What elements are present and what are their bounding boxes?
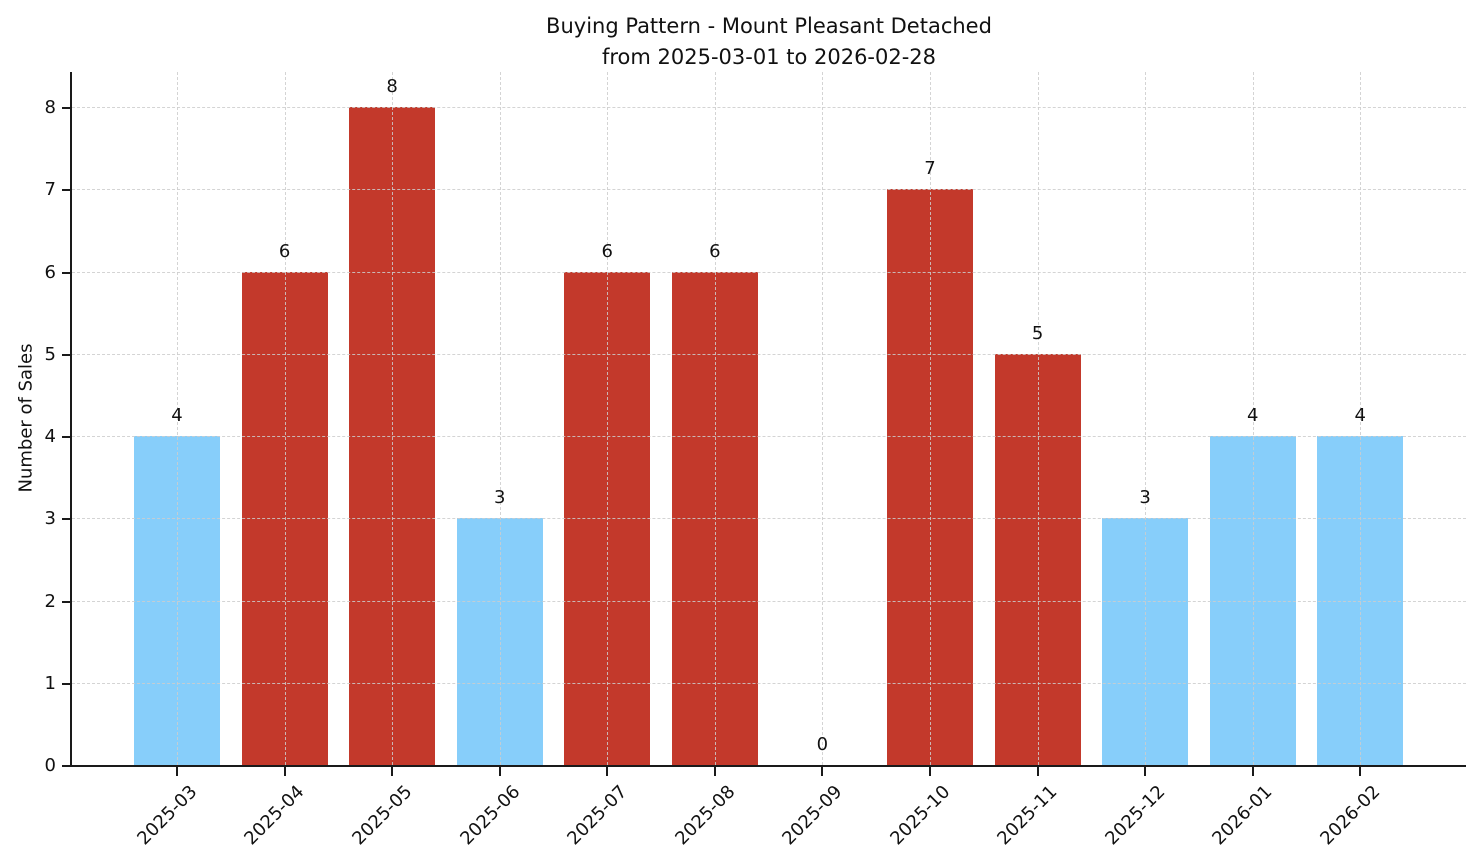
chart-title-line1: Buying Pattern - Mount Pleasant Detached — [546, 14, 992, 38]
y-tick — [62, 765, 71, 767]
bar-value-label: 5 — [1031, 322, 1044, 344]
y-tick-label: 7 — [44, 179, 56, 201]
y-tick-label: 5 — [44, 343, 56, 365]
x-tick-label: 2025-06 — [455, 781, 524, 850]
y-tick-label: 6 — [44, 261, 56, 283]
y-axis-spine — [70, 72, 72, 767]
chart-title-line2: from 2025-03-01 to 2026-02-28 — [601, 45, 937, 69]
x-tick — [1359, 767, 1362, 776]
y-tick — [62, 436, 71, 438]
gridline-horizontal — [72, 518, 1466, 520]
y-tick-label: 1 — [44, 672, 56, 694]
y-tick — [62, 189, 71, 192]
gridline-vertical — [1037, 72, 1039, 765]
y-tick-label: 8 — [44, 97, 56, 118]
y-tick — [62, 107, 71, 109]
x-tick — [498, 767, 501, 776]
y-tick — [62, 353, 71, 356]
x-tick-label: 2025-11 — [993, 781, 1062, 850]
bar-value-label: 3 — [1139, 487, 1151, 509]
x-tick-label: 2025-07 — [563, 781, 632, 850]
y-tick — [62, 271, 71, 274]
x-tick — [606, 767, 609, 776]
x-tick-label: 2026-01 — [1208, 781, 1277, 850]
y-axis-label: Number of Sales — [15, 343, 37, 493]
gridline-vertical — [392, 72, 394, 765]
x-tick — [1144, 767, 1147, 776]
bar-value-label: 4 — [1246, 405, 1259, 426]
x-tick — [283, 767, 286, 776]
gridline-vertical — [607, 72, 609, 765]
y-tick-label: 3 — [44, 508, 56, 530]
x-tick — [391, 767, 394, 776]
x-tick-label: 2025-04 — [240, 781, 309, 850]
x-tick — [821, 767, 824, 776]
gridline-vertical — [177, 72, 178, 765]
y-tick — [62, 600, 71, 603]
x-tick-label: 2026-02 — [1316, 781, 1385, 850]
bar-value-label: 6 — [601, 240, 613, 262]
gridline-horizontal — [72, 189, 1466, 191]
gridline-vertical — [929, 72, 931, 765]
x-tick-label: 2025-12 — [1101, 781, 1170, 850]
gridline-horizontal — [72, 682, 1466, 684]
y-tick-label: 2 — [44, 590, 56, 612]
x-tick-label: 2025-05 — [348, 781, 417, 850]
x-tick — [1251, 767, 1254, 776]
bar-value-label: 3 — [493, 487, 506, 509]
y-tick-label: 0 — [44, 755, 56, 776]
bar-value-label: 0 — [816, 734, 829, 755]
gridline-vertical — [1252, 72, 1254, 765]
gridline-horizontal — [72, 107, 1466, 108]
gridline-vertical — [1360, 72, 1362, 765]
y-tick-label: 4 — [44, 426, 56, 447]
chart-title: Buying Pattern - Mount Pleasant Detached… — [546, 11, 992, 73]
gridline-horizontal — [72, 353, 1466, 355]
y-tick — [62, 518, 71, 521]
x-tick-label: 2025-08 — [670, 781, 740, 850]
x-tick-label: 2025-03 — [133, 781, 202, 850]
gridline-vertical — [499, 72, 501, 765]
x-tick — [928, 767, 931, 776]
bar-value-label: 4 — [1354, 405, 1366, 426]
x-tick-label: 2025-10 — [886, 781, 955, 850]
gridline-horizontal — [72, 436, 1466, 437]
x-axis-spine — [70, 765, 1466, 767]
x-tick — [713, 767, 716, 776]
x-tick — [176, 767, 178, 776]
gridline-vertical — [822, 72, 824, 765]
gridline-vertical — [284, 72, 286, 765]
bar-value-label: 6 — [278, 240, 291, 262]
bar-value-label: 6 — [709, 240, 721, 262]
bar-value-label: 4 — [171, 405, 183, 426]
y-tick — [62, 682, 71, 685]
gridline-vertical — [1145, 72, 1147, 765]
gridline-horizontal — [72, 271, 1466, 273]
x-tick — [1036, 767, 1039, 776]
bar-value-label: 7 — [924, 158, 936, 180]
gridline-horizontal — [72, 600, 1466, 602]
bar-value-label: 8 — [386, 76, 398, 97]
x-tick-label: 2025-09 — [778, 781, 847, 850]
gridline-vertical — [714, 72, 716, 765]
